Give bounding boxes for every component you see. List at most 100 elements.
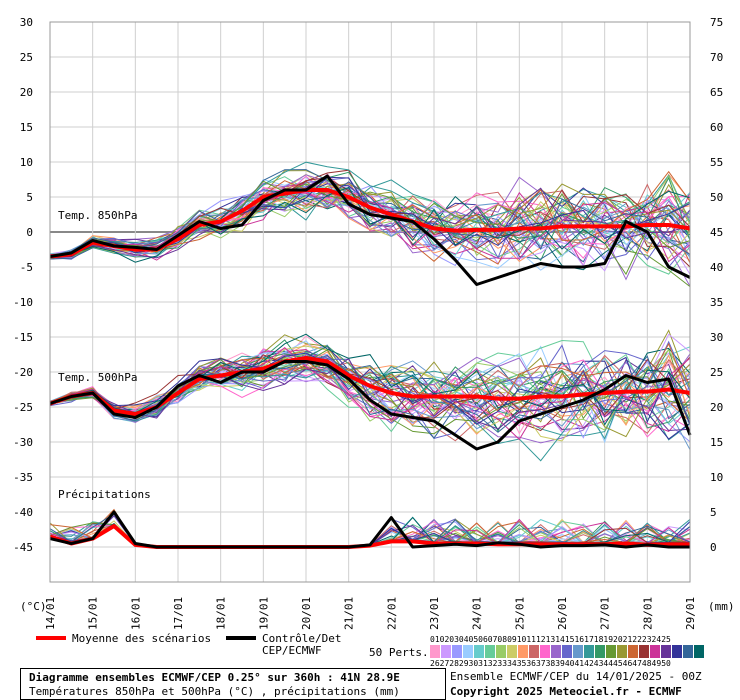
pert-color-swatch [617,645,627,658]
x-tick-label: 22/01 [385,597,398,630]
left-unit-label: (°C) [20,600,47,613]
x-tick-label: 23/01 [428,597,441,630]
pert-color-swatch [683,645,693,658]
legend: Moyenne des scénarios Contrôle/Det CEP/E… [36,632,429,659]
y-left-tick-label: -30 [13,436,33,449]
pert-swatches [430,645,705,659]
pert-color-swatch [485,645,495,658]
y-left-tick-label: 0 [26,226,33,239]
pert-color-swatch [452,645,462,658]
pert-color-swatch [507,645,517,658]
pert-color-swatch [562,645,572,658]
y-left-tick-label: -5 [20,261,33,274]
pert-color-swatch [606,645,616,658]
pert-color-swatch [672,645,682,658]
ensemble-member-line [49,161,691,260]
pert-color-swatch [551,645,561,658]
y-left-tick-label: 5 [26,191,33,204]
pert-color-swatch [584,645,594,658]
x-tick-label: 24/01 [471,597,484,630]
t500-label: Temp. 500hPa [58,371,137,384]
y-right-tick-label: 65 [710,86,723,99]
pert-color-swatch [463,645,473,658]
y-right-tick-label: 60 [710,121,723,134]
y-left-tick-label: -40 [13,506,33,519]
ensemble-member-line [49,190,691,257]
y-left-tick-label: 20 [20,86,33,99]
pert-numbers-bottom: 2627282930313233343536373839404142434445… [430,659,671,668]
x-tick-label: 15/01 [87,597,100,630]
y-right-tick-label: 45 [710,226,723,239]
x-tick-label: 20/01 [300,597,313,630]
run-info: Ensemble ECMWF/CEP du 14/01/2025 - 00Z [450,670,702,683]
ensemble-member-line [49,174,691,258]
legend-mean-label: Moyenne des scénarios [72,632,211,645]
pert-color-swatch [639,645,649,658]
ensemble-member-line [49,174,691,259]
control-line-t850 [49,174,691,286]
pert-color-swatch [540,645,550,658]
ensemble-member-line [49,181,691,257]
pert-color-swatch [518,645,528,658]
y-right-tick-label: 25 [710,366,723,379]
ensemble-member-line [49,345,691,442]
diagram-info-box: Diagramme ensembles ECMWF/CEP 0.25° sur … [20,668,446,700]
y-left-tick-label: 30 [20,16,33,29]
pert-color-swatch [628,645,638,658]
ensemble-member-line [49,365,691,462]
y-left-tick-label: -45 [13,541,33,554]
pert-color-swatch [474,645,484,658]
legend-perts-label: 50 Perts. [369,646,429,659]
control-line-t500 [49,360,692,451]
ensemble-member-line [49,192,691,263]
y-right-tick-label: 35 [710,296,723,309]
x-tick-label: 17/01 [172,597,185,630]
pert-numbers-top: 0102030405060708091011121314151617181920… [430,635,671,644]
pert-color-swatch [496,645,506,658]
ensemble-member-line [49,354,691,440]
pert-color-swatch [573,645,583,658]
axes: 302520151050-5-10-15-20-25-30-35-40-4575… [13,16,734,630]
y-left-tick-label: -35 [13,471,33,484]
y-right-tick-label: 15 [710,436,723,449]
pert-color-swatch [430,645,440,658]
y-left-tick-label: -10 [13,296,33,309]
x-tick-label: 14/01 [44,597,57,630]
annotations: Temp. 850hPa Temp. 500hPa Précipitations [58,209,151,501]
right-unit-label: (mm) [708,600,735,613]
copyright: Copyright 2025 Meteociel.fr - ECMWF [450,685,682,698]
pert-color-swatch [529,645,539,658]
y-left-tick-label: 25 [20,51,33,64]
pert-color-swatch [650,645,660,658]
legend-control-label-1: Contrôle/Det [262,632,341,645]
legend-control-label-2: CEP/ECMWF [262,644,322,657]
pert-color-swatch [661,645,671,658]
x-tick-label: 19/01 [257,597,270,630]
x-tick-label: 28/01 [641,597,654,630]
y-right-tick-label: 55 [710,156,723,169]
x-tick-label: 26/01 [556,597,569,630]
x-tick-label: 21/01 [343,597,356,630]
x-tick-label: 18/01 [215,597,228,630]
y-left-tick-label: -25 [13,401,33,414]
pert-color-swatch [595,645,605,658]
y-right-tick-label: 50 [710,191,723,204]
y-left-tick-label: -15 [13,331,33,344]
t850-label: Temp. 850hPa [58,209,137,222]
ensemble-member-line [49,353,691,423]
diagram-subtitle: Températures 850hPa et 500hPa (°C) , pré… [29,685,400,698]
series-lines [49,174,692,549]
y-right-tick-label: 20 [710,401,723,414]
y-left-tick-label: 10 [20,156,33,169]
y-right-tick-label: 10 [710,471,723,484]
ensemble-member-line [49,333,691,414]
y-right-tick-label: 5 [710,506,717,519]
control-line-precip [49,510,690,549]
x-tick-label: 25/01 [513,597,526,630]
x-tick-label: 27/01 [599,597,612,630]
y-left-tick-label: 15 [20,121,33,134]
y-right-tick-label: 30 [710,331,723,344]
pert-color-swatch [441,645,451,658]
precip-label: Précipitations [58,488,151,501]
